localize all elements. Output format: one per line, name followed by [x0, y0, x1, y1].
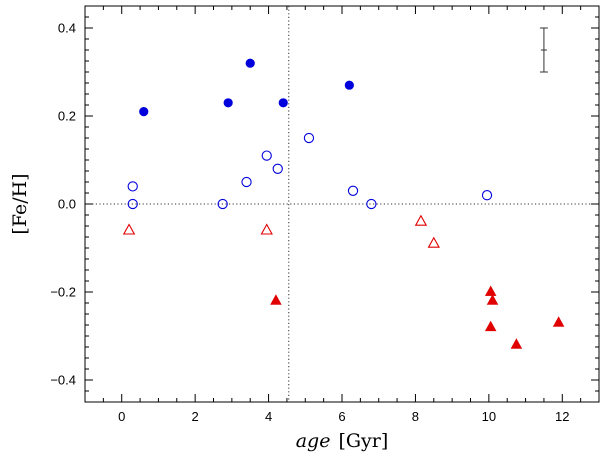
x-tick-label: 10 [482, 409, 496, 424]
y-tick-label: 0.0 [58, 197, 76, 212]
data-point-open-triangle [260, 223, 273, 235]
data-point-filled-circle [223, 98, 233, 108]
data-point-filled-triangle [484, 285, 497, 296]
axis-ticks: 0 2 4 6 8 10 12 −0.4 −0.2 0.0 0.2 0.4 [50, 5, 600, 424]
data-point-filled-triangle [484, 320, 497, 332]
data-point-open-triangle [414, 214, 428, 226]
x-tick-label: 0 [118, 409, 125, 424]
x-axis-label: age [Gyr] [296, 430, 389, 452]
data-point-filled-triangle [510, 338, 523, 349]
data-point-filled-triangle [552, 316, 565, 327]
data-point-open-triangle [122, 223, 136, 235]
reference-lines [85, 6, 599, 402]
y-tick-label: 0.2 [58, 109, 76, 124]
data-points [122, 58, 565, 349]
error-bar-group [539, 27, 548, 73]
x-tick-label: 6 [338, 409, 345, 424]
y-tick-label: −0.4 [50, 373, 76, 388]
x-tick-label: 4 [265, 409, 272, 424]
data-point-open-triangle [427, 236, 440, 248]
x-axis-label-unit: [Gyr] [338, 430, 388, 452]
plot-frame [84, 5, 600, 403]
data-point-filled-circle [139, 106, 149, 117]
data-point-open-circle [481, 190, 493, 201]
data-point-filled-circle [344, 80, 354, 90]
data-point-open-circle [241, 176, 252, 188]
data-point-open-circle [366, 198, 377, 210]
x-tick-label: 2 [192, 409, 199, 424]
data-point-filled-circle [245, 58, 255, 68]
data-point-open-circle [261, 150, 272, 161]
y-axis-label: [Fe/H] [9, 173, 31, 234]
data-point-open-circle [347, 185, 359, 196]
data-point-open-circle [272, 163, 283, 174]
data-point-filled-circle [278, 98, 288, 108]
data-point-open-circle [127, 181, 138, 192]
data-point-open-circle [303, 132, 315, 144]
y-tick-label: −0.2 [50, 285, 76, 300]
data-point-open-circle [127, 198, 138, 210]
x-tick-label: 8 [412, 409, 419, 424]
data-point-filled-triangle [270, 294, 282, 305]
x-axis-label-variable: age [296, 430, 331, 452]
data-point-open-circle [217, 198, 228, 210]
data-point-filled-triangle [486, 294, 499, 305]
y-tick-label: 0.4 [58, 21, 76, 36]
x-tick-label: 12 [555, 409, 569, 424]
